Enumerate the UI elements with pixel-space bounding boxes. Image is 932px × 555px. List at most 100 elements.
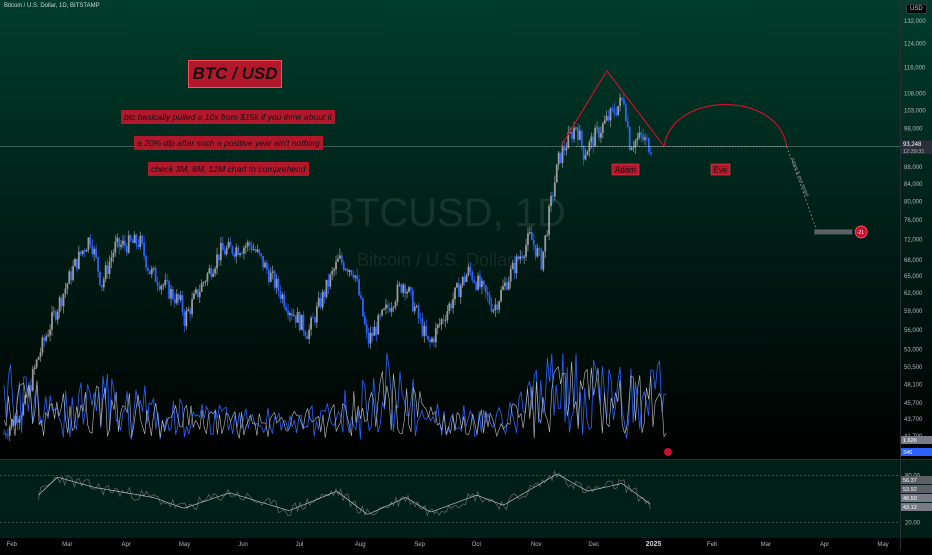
candle-body (39, 352, 42, 358)
candle-body (521, 256, 524, 258)
candle-body (546, 234, 549, 236)
x-tick-label: Mar (761, 542, 771, 548)
candle-body (398, 284, 401, 285)
candle-body (91, 244, 94, 255)
label-eve: Eve (714, 166, 728, 175)
candle-body (310, 317, 312, 330)
candle-body (223, 250, 226, 255)
candle-body (409, 287, 412, 291)
candle-body (145, 255, 147, 268)
candle-body (152, 267, 155, 269)
symbol-title: Bitcoin / U.S. Dollar, 1D, BITSTAMP (4, 3, 100, 9)
candle-body (175, 294, 178, 304)
annotation-note-2[interactable]: a 20% dip after such a positive year ain… (134, 136, 323, 150)
candle-body (56, 311, 59, 320)
candle-body (16, 416, 19, 423)
candle-body (528, 232, 531, 234)
candle-body (29, 384, 32, 391)
candle-body (525, 244, 527, 257)
candle-body (200, 283, 203, 292)
x-tick-label: Jul (296, 542, 304, 548)
candle-body (505, 282, 508, 290)
candle-body (248, 242, 251, 246)
candle-body (122, 240, 124, 245)
label-eve-box[interactable] (710, 163, 731, 176)
candle-body (317, 297, 320, 307)
candle-body (640, 132, 643, 135)
candle-body (285, 306, 288, 311)
candle-body (400, 284, 403, 293)
candle-body (51, 312, 53, 330)
eve-pattern-curve[interactable] (663, 104, 788, 147)
candle-body (87, 237, 90, 250)
candle-body (628, 126, 631, 150)
candle-body (442, 319, 445, 321)
target-projection-line[interactable] (786, 146, 818, 233)
y-tick-label: 108,000 (904, 91, 926, 97)
annotation-title[interactable]: BTC / USD (188, 60, 282, 88)
candle-body (481, 280, 483, 288)
candle-body (279, 290, 282, 299)
candle-body (231, 246, 234, 254)
y-tick-label: 88,000 (904, 165, 923, 171)
volume-label-2: 346 (903, 450, 912, 456)
candle-body (362, 298, 364, 317)
candle-body (490, 303, 493, 312)
candle-body (5, 433, 7, 436)
candle-body (552, 195, 554, 197)
annotation-note-3[interactable]: check 3M, 6M, 12M chart to comprehend (148, 162, 309, 176)
candle-body (237, 247, 240, 256)
candle-body (646, 137, 648, 139)
candle-body (202, 282, 205, 284)
candle-body (31, 369, 34, 391)
candle-body (62, 293, 65, 307)
candle-body (277, 278, 280, 291)
event-flag-icon[interactable] (664, 448, 672, 456)
rsi-value-label: 43.12 (903, 505, 917, 511)
candle-body (456, 283, 458, 288)
adam-pattern-line[interactable] (560, 69, 665, 147)
candle-body (388, 308, 391, 312)
candle-body (440, 319, 443, 325)
candle-body (363, 316, 366, 325)
candle-body (18, 418, 21, 423)
candle-body (271, 271, 274, 273)
candle-body (649, 152, 652, 155)
y-tick-label: 59,000 (904, 309, 923, 315)
candle-body (532, 240, 535, 246)
candle-body (262, 255, 265, 268)
annotation-note-1[interactable]: btc basically pulled a 10x from $15k if … (121, 110, 335, 124)
candle-body (576, 127, 579, 140)
candle-body (254, 249, 257, 252)
target-zone[interactable] (814, 229, 853, 235)
candle-body (219, 243, 222, 261)
candle-body (246, 242, 249, 247)
candle-body (436, 324, 439, 329)
rsi-value-badge (901, 494, 932, 502)
candle-body (198, 291, 201, 298)
candle-body (171, 288, 174, 300)
target-marker[interactable] (854, 225, 868, 239)
currency-button[interactable]: USD (906, 4, 927, 14)
candle-body (193, 293, 195, 300)
volume-series-white (3, 361, 667, 439)
candle-body (33, 367, 36, 370)
candle-body (156, 281, 159, 286)
candle-body (64, 288, 67, 294)
x-tick-label: Sep (414, 542, 425, 548)
candle-body (390, 307, 393, 312)
candle-body (594, 128, 597, 147)
candle-body (590, 136, 593, 142)
candle-body (586, 151, 589, 156)
candle-body (335, 261, 337, 270)
label-adam-box[interactable] (611, 163, 640, 176)
candle-body (81, 250, 84, 255)
candle-body (513, 262, 516, 274)
y-tick-label: 98,000 (904, 126, 923, 132)
candle-body (162, 285, 165, 286)
candle-body (371, 332, 374, 336)
candle-body (290, 313, 293, 316)
candle-body (571, 131, 574, 139)
